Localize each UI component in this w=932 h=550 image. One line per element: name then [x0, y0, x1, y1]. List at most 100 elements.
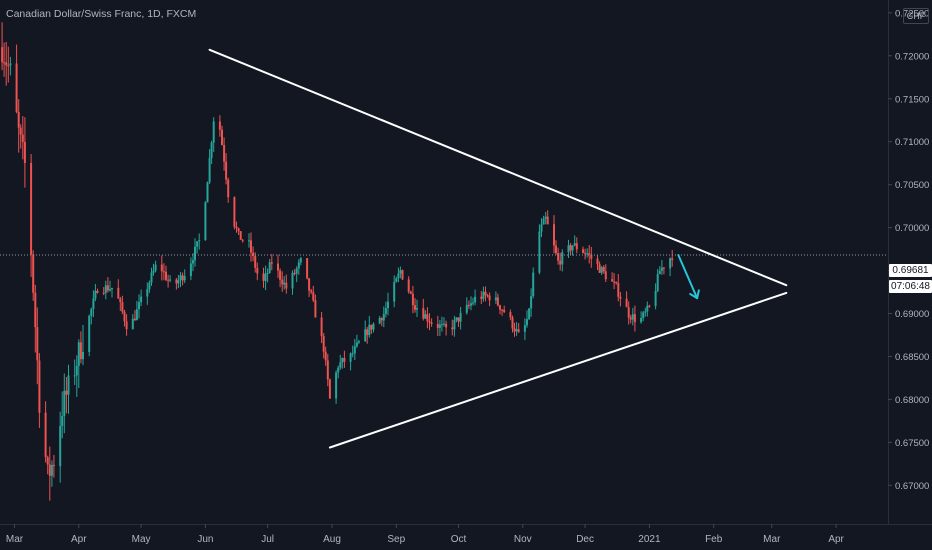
candle-body: [169, 279, 172, 281]
candle: [604, 264, 607, 282]
candle: [169, 275, 172, 283]
candle-body: [233, 197, 236, 227]
candle-body: [409, 291, 412, 294]
candle-body: [150, 272, 153, 283]
candle-body: [465, 304, 468, 313]
candle: [538, 224, 541, 275]
candle: [32, 250, 35, 301]
candle-body: [457, 317, 460, 322]
candle: [123, 309, 126, 327]
arrow-head: [696, 289, 700, 300]
candle: [573, 235, 576, 247]
trendlines-layer[interactable]: [208, 48, 788, 449]
candle-body: [324, 351, 327, 361]
y-tick-label: 0.69000: [895, 309, 929, 320]
candle: [96, 288, 99, 294]
candle: [117, 279, 120, 299]
candle-body: [604, 271, 607, 280]
x-tick-label: Jun: [197, 534, 213, 545]
candle-body: [293, 272, 296, 274]
candle: [440, 316, 443, 332]
candle: [125, 314, 128, 336]
candle-body: [1, 47, 4, 63]
candle-body: [384, 308, 387, 314]
candle: [121, 295, 124, 315]
candle: [109, 280, 111, 292]
candle: [480, 291, 483, 304]
candle-body: [613, 281, 616, 283]
candle: [291, 270, 294, 295]
candle: [198, 233, 201, 250]
candle: [600, 266, 603, 275]
candle: [553, 215, 555, 254]
candle: [17, 99, 20, 153]
candle-body: [15, 63, 18, 112]
y-tick-label: 0.68500: [895, 352, 929, 363]
time-axis[interactable]: Mar Apr May Jun Jul Aug Sep Oct Nov Dec 2021 Feb Mar…: [6, 524, 845, 545]
candle-body: [235, 226, 238, 229]
candle-body: [337, 367, 340, 373]
candle-body: [611, 279, 614, 282]
candle: [496, 293, 499, 307]
candle: [387, 292, 389, 316]
candle: [409, 290, 412, 295]
candle: [23, 117, 26, 188]
candle-body: [44, 412, 47, 458]
candle: [192, 253, 194, 272]
candle: [530, 288, 533, 317]
candle: [494, 291, 497, 304]
candle: [384, 301, 387, 318]
candle-body: [314, 300, 317, 318]
candle-body: [509, 312, 512, 318]
candle-body: [154, 264, 157, 271]
x-tick-label: Sep: [387, 534, 405, 545]
candle-body: [511, 317, 514, 329]
candle-body: [281, 279, 284, 285]
candle: [648, 304, 651, 308]
candle: [210, 140, 213, 165]
candle-body: [575, 243, 578, 250]
candle-body: [646, 305, 649, 312]
candle: [52, 455, 55, 478]
candle-body: [451, 327, 454, 330]
candle: [154, 260, 157, 273]
candle-body: [121, 302, 124, 312]
candle-body: [470, 303, 472, 306]
candle: [241, 239, 244, 243]
x-tick-label: Mar: [763, 534, 781, 545]
candle-body: [631, 314, 634, 320]
candle-body: [73, 375, 76, 377]
candle-body: [482, 291, 485, 299]
arrow-layer[interactable]: [677, 254, 700, 300]
candle-body: [61, 416, 64, 426]
candle: [63, 373, 66, 434]
candle-body: [559, 260, 562, 265]
candle: [426, 307, 429, 329]
candle-body: [162, 271, 165, 273]
candle: [380, 317, 383, 327]
candle: [194, 238, 196, 267]
candle: [237, 227, 240, 235]
candle: [486, 293, 489, 298]
candle-body: [584, 252, 587, 254]
candle-body: [77, 342, 80, 366]
candle: [206, 181, 209, 203]
candle-body: [407, 279, 410, 292]
candle-body: [283, 282, 286, 285]
candle: [248, 233, 250, 248]
candle-body: [131, 318, 134, 330]
candle: [61, 391, 64, 439]
candle: [77, 339, 80, 388]
candle-body: [104, 285, 107, 293]
arrow-head: [689, 293, 699, 300]
candle-body: [208, 157, 211, 183]
currency-button[interactable]: CHF: [903, 8, 929, 24]
candle: [488, 292, 491, 307]
candle-body: [90, 308, 93, 316]
candle-body: [21, 134, 24, 142]
candle: [443, 317, 445, 327]
candle-body: [254, 256, 257, 268]
candle-body: [237, 228, 240, 232]
candle: [567, 239, 570, 258]
